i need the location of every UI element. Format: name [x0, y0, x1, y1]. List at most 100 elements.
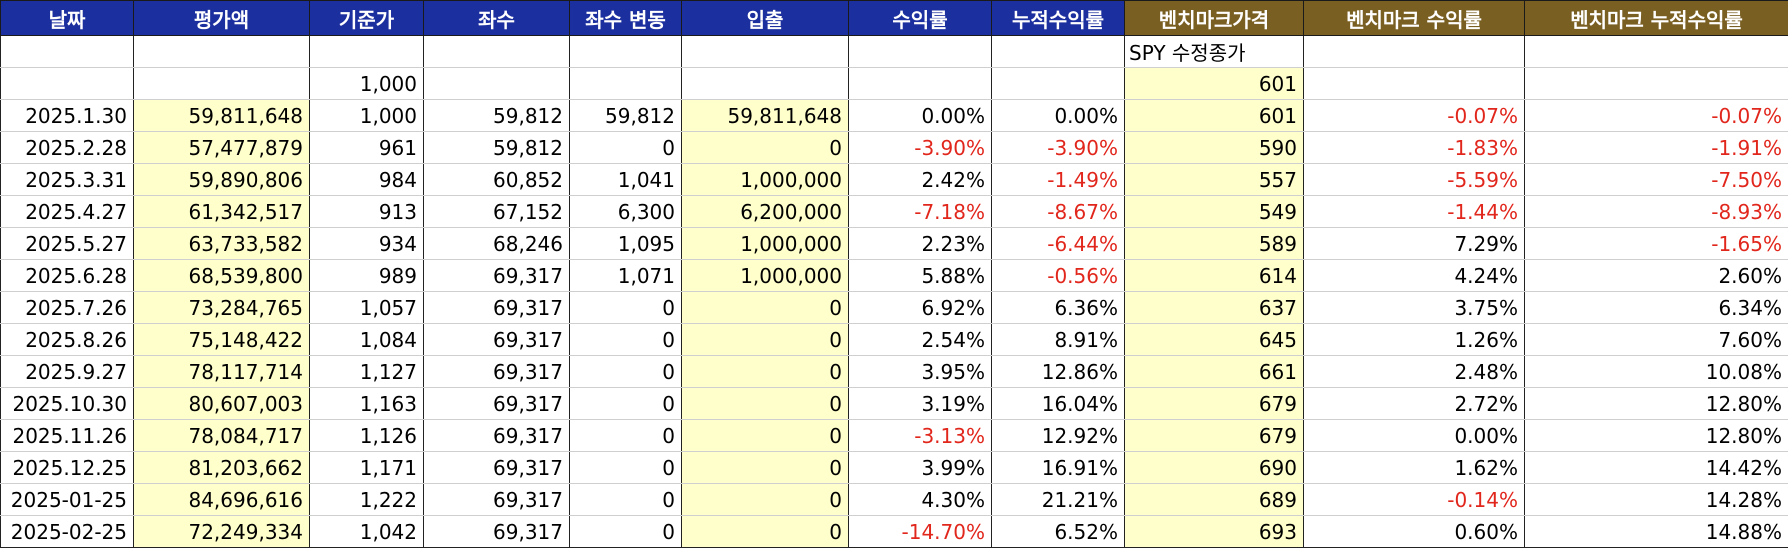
benchmark-return-cell[interactable]: 1.26% [1303, 323, 1525, 356]
nav-cell[interactable]: 989 [309, 259, 424, 292]
value-cell[interactable]: 73,284,765 [133, 291, 310, 324]
date-cell[interactable]: 2025.3.31 [0, 163, 134, 196]
unit-change-cell[interactable]: 0 [569, 323, 682, 356]
benchmark-price-cell[interactable]: 689 [1124, 483, 1304, 516]
units-cell[interactable]: 69,317 [423, 419, 570, 452]
benchmark-return-cell[interactable]: -0.14% [1303, 483, 1525, 516]
benchmark-return-cell[interactable]: 4.24% [1303, 259, 1525, 292]
date-cell[interactable]: 2025.1.30 [0, 99, 134, 132]
benchmark-note-cell[interactable]: SPY 수정종가 [1124, 35, 1304, 68]
nav-cell[interactable]: 1,163 [309, 387, 424, 420]
units-cell[interactable]: 67,152 [423, 195, 570, 228]
cumulative-return-cell[interactable]: 16.04% [991, 387, 1125, 420]
benchmark-price-cell[interactable]: 693 [1124, 515, 1304, 548]
nav-cell[interactable]: 1,000 [309, 99, 424, 132]
return-cell[interactable]: 3.95% [848, 355, 992, 388]
unit-change-cell[interactable]: 1,095 [569, 227, 682, 260]
benchmark-return-cell[interactable]: -5.59% [1303, 163, 1525, 196]
cumulative-return-cell[interactable]: -0.56% [991, 259, 1125, 292]
units-cell[interactable]: 69,317 [423, 387, 570, 420]
unit-change-cell[interactable]: 6,300 [569, 195, 682, 228]
nav-cell[interactable]: 1,057 [309, 291, 424, 324]
return-cell[interactable]: 0.00% [848, 99, 992, 132]
header-value[interactable]: 평가액 [133, 0, 310, 36]
benchmark-price-cell[interactable]: 601 [1124, 99, 1304, 132]
nav-cell[interactable]: 1,127 [309, 355, 424, 388]
cell[interactable] [991, 35, 1125, 68]
cell[interactable] [133, 35, 310, 68]
cumulative-return-cell[interactable]: 0.00% [991, 99, 1125, 132]
cell[interactable] [1303, 35, 1525, 68]
benchmark-cumulative-cell[interactable]: 14.42% [1524, 451, 1788, 484]
benchmark-cumulative-cell[interactable]: -1.65% [1524, 227, 1788, 260]
benchmark-price-cell[interactable]: 589 [1124, 227, 1304, 260]
return-cell[interactable]: -3.13% [848, 419, 992, 452]
value-cell[interactable]: 59,890,806 [133, 163, 310, 196]
header-date[interactable]: 날짜 [0, 0, 134, 36]
units-cell[interactable]: 69,317 [423, 291, 570, 324]
unit-change-cell[interactable]: 1,041 [569, 163, 682, 196]
flow-cell[interactable]: 0 [681, 131, 849, 164]
value-cell[interactable]: 75,148,422 [133, 323, 310, 356]
date-cell[interactable]: 2025.10.30 [0, 387, 134, 420]
cumulative-return-cell[interactable]: -1.49% [991, 163, 1125, 196]
units-cell[interactable]: 69,317 [423, 483, 570, 516]
flow-cell[interactable]: 0 [681, 451, 849, 484]
benchmark-return-cell[interactable]: 0.00% [1303, 419, 1525, 452]
benchmark-cumulative-cell[interactable]: 12.80% [1524, 387, 1788, 420]
value-cell[interactable]: 59,811,648 [133, 99, 310, 132]
unit-change-cell[interactable]: 0 [569, 515, 682, 548]
nav-cell[interactable]: 1,222 [309, 483, 424, 516]
nav-cell[interactable]: 1,084 [309, 323, 424, 356]
header-benchmark-return[interactable]: 벤치마크 수익률 [1303, 0, 1525, 36]
units-cell[interactable]: 69,317 [423, 323, 570, 356]
flow-cell[interactable]: 0 [681, 291, 849, 324]
unit-change-cell[interactable]: 0 [569, 419, 682, 452]
cell[interactable] [991, 67, 1125, 100]
nav-cell[interactable]: 934 [309, 227, 424, 260]
flow-cell[interactable]: 0 [681, 323, 849, 356]
flow-cell[interactable]: 1,000,000 [681, 259, 849, 292]
header-return[interactable]: 수익률 [848, 0, 992, 36]
unit-change-cell[interactable]: 59,812 [569, 99, 682, 132]
units-cell[interactable]: 59,812 [423, 131, 570, 164]
unit-change-cell[interactable]: 0 [569, 291, 682, 324]
benchmark-cumulative-cell[interactable]: -8.93% [1524, 195, 1788, 228]
unit-change-cell[interactable]: 0 [569, 387, 682, 420]
units-cell[interactable]: 68,246 [423, 227, 570, 260]
benchmark-return-cell[interactable]: 3.75% [1303, 291, 1525, 324]
return-cell[interactable]: -14.70% [848, 515, 992, 548]
cumulative-return-cell[interactable]: 12.92% [991, 419, 1125, 452]
value-cell[interactable]: 68,539,800 [133, 259, 310, 292]
benchmark-return-cell[interactable]: 2.48% [1303, 355, 1525, 388]
cell[interactable] [423, 35, 570, 68]
cell[interactable] [0, 35, 134, 68]
date-cell[interactable]: 2025-02-25 [0, 515, 134, 548]
return-cell[interactable]: -7.18% [848, 195, 992, 228]
cell[interactable] [1524, 35, 1788, 68]
benchmark-cumulative-cell[interactable]: 14.28% [1524, 483, 1788, 516]
return-cell[interactable]: 2.42% [848, 163, 992, 196]
benchmark-cumulative-cell[interactable]: -7.50% [1524, 163, 1788, 196]
header-benchmark-price[interactable]: 벤치마크가격 [1124, 0, 1304, 36]
cell[interactable] [848, 67, 992, 100]
benchmark-cumulative-cell[interactable]: 6.34% [1524, 291, 1788, 324]
header-nav[interactable]: 기준가 [309, 0, 424, 36]
value-cell[interactable]: 81,203,662 [133, 451, 310, 484]
benchmark-price-cell[interactable]: 690 [1124, 451, 1304, 484]
base-benchmark-cell[interactable]: 601 [1124, 67, 1304, 100]
benchmark-cumulative-cell[interactable]: 14.88% [1524, 515, 1788, 548]
cumulative-return-cell[interactable]: -3.90% [991, 131, 1125, 164]
date-cell[interactable]: 2025.5.27 [0, 227, 134, 260]
cumulative-return-cell[interactable]: -8.67% [991, 195, 1125, 228]
return-cell[interactable]: -3.90% [848, 131, 992, 164]
flow-cell[interactable]: 0 [681, 387, 849, 420]
value-cell[interactable]: 78,084,717 [133, 419, 310, 452]
units-cell[interactable]: 69,317 [423, 451, 570, 484]
nav-cell[interactable]: 984 [309, 163, 424, 196]
cell[interactable] [569, 67, 682, 100]
value-cell[interactable]: 78,117,714 [133, 355, 310, 388]
flow-cell[interactable]: 1,000,000 [681, 227, 849, 260]
return-cell[interactable]: 6.92% [848, 291, 992, 324]
return-cell[interactable]: 4.30% [848, 483, 992, 516]
